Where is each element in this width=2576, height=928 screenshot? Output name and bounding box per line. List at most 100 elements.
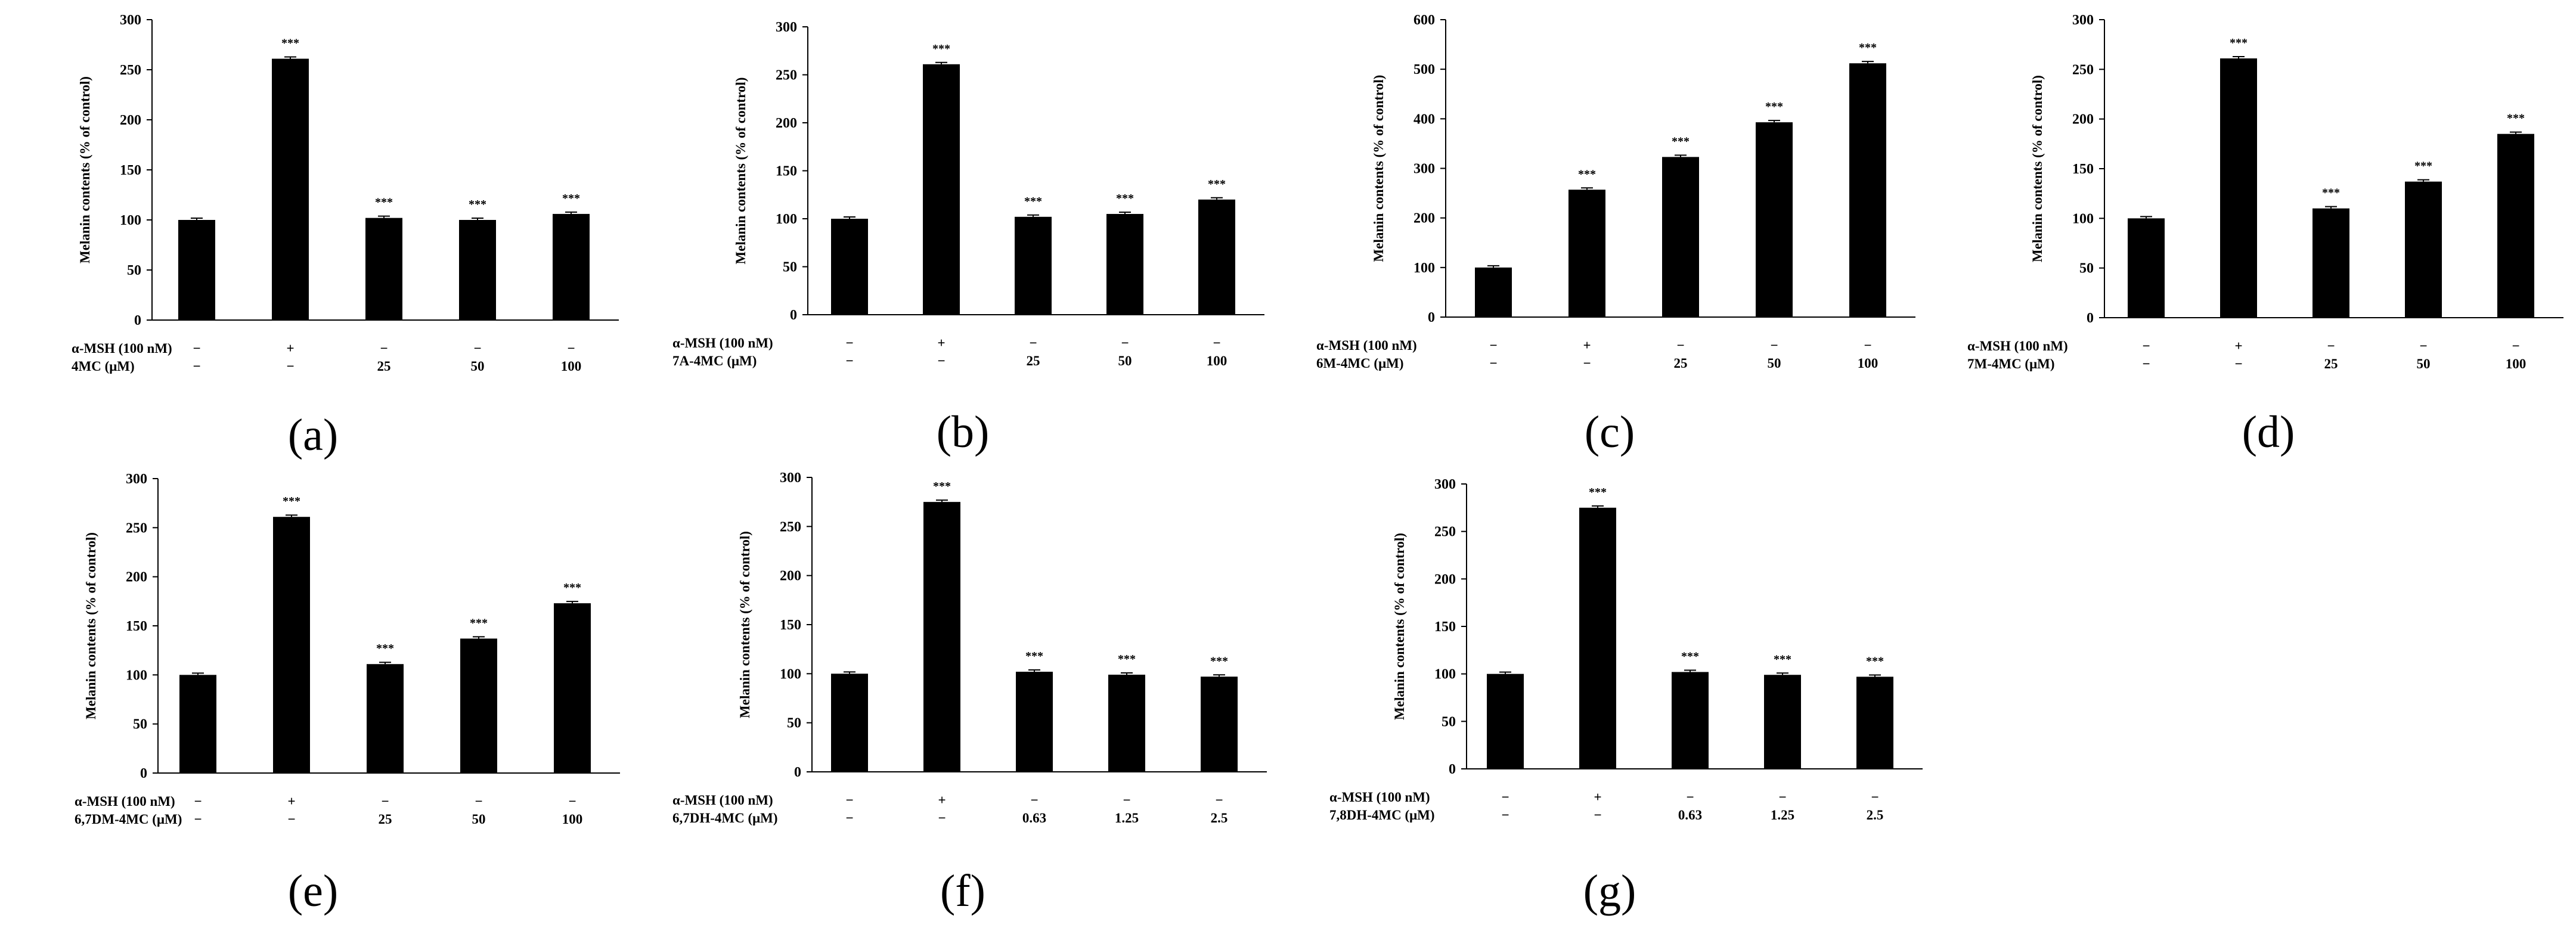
panel-g-bar-4 xyxy=(1764,675,1801,769)
panel-e-condition-value-1-1: − xyxy=(194,794,202,809)
panel-a-condition-label-1: α-MSH (100 nM) xyxy=(72,341,172,356)
panel-g-y-tick-label: 0 xyxy=(1449,762,1456,777)
panel-b-bar-2 xyxy=(923,64,960,315)
panel-b-bar-5 xyxy=(1198,199,1235,315)
panel-a-condition-value-2-5: 100 xyxy=(561,359,582,374)
panel-e-condition-value-2-1: − xyxy=(194,812,202,827)
panel-c-bar-3 xyxy=(1662,157,1699,317)
panel-c-condition-value-1-2: + xyxy=(1583,338,1591,353)
panel-d-condition-value-1-4: − xyxy=(2419,339,2427,353)
panel-d-y-tick-label: 200 xyxy=(2072,112,2094,128)
panel-d-bar-3 xyxy=(2312,208,2349,318)
panel-f-condition-value-2-2: − xyxy=(938,811,946,825)
panel-f-condition-value-1-3: − xyxy=(1030,793,1038,808)
panel-f-condition-value-1-4: − xyxy=(1123,793,1130,808)
panel-a-y-tick-label: 150 xyxy=(120,163,141,178)
panel-g-condition-value-2-2: − xyxy=(1594,808,1601,823)
panel-g-bar-5 xyxy=(1856,676,1893,769)
panel-e-condition-value-2-5: 100 xyxy=(562,812,583,827)
panel-c-condition-label-1: α-MSH (100 nM) xyxy=(1316,338,1417,353)
panel-b-y-axis-title: Melanin contents (% of control) xyxy=(733,77,748,265)
panel-d-condition-value-1-1: − xyxy=(2142,339,2150,353)
panel-d-condition-value-2-1: − xyxy=(2142,356,2150,371)
panel-a-y-tick-label: 50 xyxy=(127,263,141,278)
panel-f-y-tick-label: 300 xyxy=(780,470,801,486)
panel-d-condition-label-2: 7M-4MC (μM) xyxy=(1967,356,2055,371)
panel-a-condition-value-1-3: − xyxy=(380,341,388,356)
panel-f-condition-value-1-5: − xyxy=(1215,793,1223,808)
panel-d-y-axis-title: Melanin contents (% of control) xyxy=(2030,75,2045,262)
panel-g-condition-value-2-1: − xyxy=(1501,808,1509,823)
panel-b-condition-label-2: 7A-4MC (μM) xyxy=(672,353,757,368)
panel-c-y-tick-label: 400 xyxy=(1413,111,1435,127)
panel-c-condition-value-1-5: − xyxy=(1864,338,1871,353)
panel-c-y-tick-label: 500 xyxy=(1413,62,1435,77)
panel-d-condition-value-1-2: + xyxy=(2234,339,2242,353)
panel-c-bar-4 xyxy=(1756,122,1793,317)
panel-f-condition-value-2-1: − xyxy=(845,811,853,825)
panel-a-y-tick-label: 250 xyxy=(120,63,141,78)
panel-e-y-tick-label: 150 xyxy=(126,619,147,634)
panel-e-condition-value-2-3: 25 xyxy=(379,812,392,827)
panel-d-bar-2 xyxy=(2220,58,2257,318)
panel-f-y-axis-title: Melanin contents (% of control) xyxy=(737,531,752,718)
panel-d-condition-value-2-2: − xyxy=(2234,356,2242,371)
panel-a-condition-value-2-2: − xyxy=(286,359,294,374)
panel-g-y-tick-label: 50 xyxy=(1442,714,1456,730)
panel-e-bar-1 xyxy=(179,675,216,773)
panel-g-y-tick-label: 300 xyxy=(1434,477,1456,492)
panel-f-condition-value-2-4: 1.25 xyxy=(1115,811,1139,825)
panel-g-condition-value-1-2: + xyxy=(1594,790,1601,805)
panel-e-y-tick-label: 300 xyxy=(126,471,147,487)
panel-c-significance-3: *** xyxy=(1672,135,1690,148)
panel-b-condition-value-1-2: + xyxy=(937,336,945,350)
panel-e-condition-value-1-2: + xyxy=(287,794,295,809)
panel-a-bar-1 xyxy=(178,220,215,320)
panel-d-significance-4: *** xyxy=(2414,160,2432,173)
panel-f-y-tick-label: 150 xyxy=(780,617,801,633)
panel-c-y-tick-label: 100 xyxy=(1413,260,1435,276)
panel-a-significance-2: *** xyxy=(281,37,299,50)
panel-e-condition-value-2-2: − xyxy=(287,812,295,827)
panel-a-condition-value-1-4: − xyxy=(473,341,481,356)
panel-f-significance-3: *** xyxy=(1025,650,1043,663)
panel-f-y-tick-label: 200 xyxy=(780,569,801,584)
panel-a-condition-value-1-5: − xyxy=(567,341,575,356)
panel-a-bar-4 xyxy=(459,220,496,320)
panel-b-y-tick-label: 300 xyxy=(776,20,797,35)
panel-f-condition-value-1-1: − xyxy=(845,793,853,808)
panel-e-y-tick-label: 0 xyxy=(140,766,147,781)
panel-d-condition-value-1-3: − xyxy=(2327,339,2335,353)
panel-e-label: (e) xyxy=(288,866,338,916)
panel-g-y-tick-label: 250 xyxy=(1434,524,1456,540)
panel-b-condition-value-1-4: − xyxy=(1121,336,1129,350)
panel-f-label: (f) xyxy=(940,866,985,916)
panel-f-condition-label-2: 6,7DH-4MC (μM) xyxy=(672,811,778,825)
panel-b-significance-3: *** xyxy=(1024,195,1042,208)
panel-c-condition-value-1-4: − xyxy=(1770,338,1778,353)
panel-c-condition-value-2-4: 50 xyxy=(1768,356,1781,371)
panel-g-condition-value-1-1: − xyxy=(1501,790,1509,805)
panel-e-significance-5: *** xyxy=(563,581,581,594)
panel-e-y-tick-label: 50 xyxy=(133,717,147,733)
panel-f-y-tick-label: 100 xyxy=(780,666,801,682)
panel-b-significance-2: *** xyxy=(932,42,950,55)
panel-c-y-axis-title: Melanin contents (% of control) xyxy=(1371,75,1386,262)
panel-g-condition-value-2-4: 1.25 xyxy=(1771,808,1794,823)
panel-a-condition-value-1-2: + xyxy=(286,341,294,356)
panel-a-condition-value-1-1: − xyxy=(193,341,200,356)
panel-e-y-tick-label: 250 xyxy=(126,520,147,536)
panel-f-condition-value-2-5: 2.5 xyxy=(1211,811,1228,825)
panel-a-significance-3: *** xyxy=(375,196,393,209)
panel-g-bar-2 xyxy=(1579,507,1616,769)
panel-c-y-tick-label: 600 xyxy=(1413,13,1435,28)
panel-a-y-tick-label: 100 xyxy=(120,213,141,228)
panel-c-condition-value-1-3: − xyxy=(1676,338,1684,353)
panel-e-condition-value-2-4: 50 xyxy=(472,812,486,827)
panel-d-label: (d) xyxy=(2242,407,2295,457)
panel-c-bar-5 xyxy=(1849,63,1886,317)
panel-e-condition-value-1-4: − xyxy=(475,794,482,809)
panel-a-condition-label-2: 4MC (μM) xyxy=(72,359,135,374)
panel-d-condition-value-2-4: 50 xyxy=(2417,356,2431,371)
panel-f-condition-value-1-2: + xyxy=(938,793,946,808)
